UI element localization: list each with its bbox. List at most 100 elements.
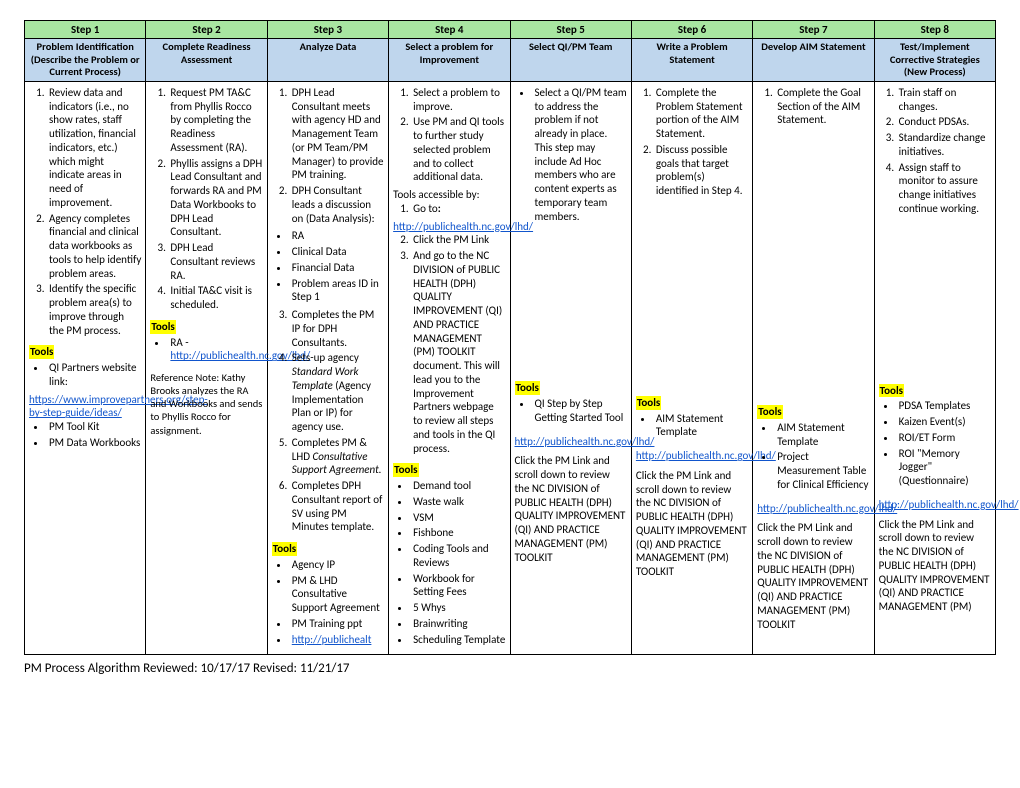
link-truncated[interactable]: http://publichealt xyxy=(292,633,372,646)
list-item: Completes PM & LHD Consultative Support … xyxy=(290,436,384,477)
list-item: Scheduling Template xyxy=(411,633,505,647)
list-item: PM Data Workbooks xyxy=(47,436,141,450)
cell-step1: Review data and indicators (i.e., no sho… xyxy=(25,81,146,655)
list-item: DPH Consultant leads a discussion on (Da… xyxy=(290,184,384,225)
desc-header: Select QI/PM Team xyxy=(510,39,631,82)
list-item: Select a problem to improve. xyxy=(411,86,505,114)
step-header: Step 1 xyxy=(25,21,146,39)
list-item: Standardize change initiatives. xyxy=(897,131,991,159)
list-item: PDSA Templates xyxy=(897,399,991,413)
tools-heading: Tools xyxy=(272,542,297,556)
toolkit-desc: Click the PM Link and scroll down to rev… xyxy=(515,454,627,564)
step-header-row: Step 1 Step 2 Step 3 Step 4 Step 5 Step … xyxy=(25,21,996,39)
tools-heading: Tools xyxy=(150,320,175,334)
list-item: Agency completes financial and clinical … xyxy=(47,212,141,281)
toolkit-desc: Click the PM Link and scroll down to rev… xyxy=(757,521,869,631)
link-publichealth[interactable]: http://publichealth.nc.gov/lhd/ xyxy=(879,498,1019,511)
toolkit-desc: Click the PM Link and scroll down to rev… xyxy=(879,518,991,614)
list-item: Complete the Goal Section of the AIM Sta… xyxy=(775,86,869,127)
desc-header: Analyze Data xyxy=(267,39,388,82)
list-item: ROI/ET Form xyxy=(897,431,991,445)
step-header: Step 6 xyxy=(631,21,752,39)
tools-heading: Tools xyxy=(636,396,661,410)
step-header: Step 7 xyxy=(753,21,874,39)
list-item: Go to: xyxy=(411,202,505,216)
link-publichealth[interactable]: http://publichealth.nc.gov/lhd/ xyxy=(393,220,533,233)
list-item: AIM Statement Template xyxy=(654,412,748,440)
step-header: Step 5 xyxy=(510,21,631,39)
cell-step7: Complete the Goal Section of the AIM Sta… xyxy=(753,81,874,655)
list-item: Phyllis assigns a DPH Lead Consultant an… xyxy=(168,157,262,240)
tools-heading: Tools xyxy=(515,381,540,395)
list-item: VSM xyxy=(411,511,505,525)
cell-step4: Select a problem to improve. Use PM and … xyxy=(389,81,510,655)
desc-header: Test/Implement Corrective Strategies (Ne… xyxy=(874,39,995,82)
list-item: http://publichealt xyxy=(290,633,384,647)
list-item: RA - http://publichealth.nc.gov/lhd/ xyxy=(168,336,262,364)
list-item: Waste walk xyxy=(411,495,505,509)
list-item: Request PM TA&C from Phyllis Rocco by co… xyxy=(168,86,262,155)
tools-heading: Tools xyxy=(879,384,904,398)
list-item: ROI "Memory Jogger" (Questionnaire) xyxy=(897,447,991,488)
cell-step8: Train staff on changes. Conduct PDSAs. S… xyxy=(874,81,995,655)
list-item: Kaizen Event(s) xyxy=(897,415,991,429)
link-publichealth[interactable]: http://publichealth.nc.gov/lhd/ xyxy=(515,435,655,448)
tools-accessible: Tools accessible by: xyxy=(393,188,505,202)
reference-note: Reference Note: Kathy Brooks analyzes th… xyxy=(150,371,262,437)
list-item: Discuss possible goals that target probl… xyxy=(654,143,748,198)
step-header: Step 4 xyxy=(389,21,510,39)
tools-heading: Tools xyxy=(757,405,782,419)
list-item: Clinical Data xyxy=(290,245,384,259)
desc-header: Problem Identification (Describe the Pro… xyxy=(25,39,146,82)
list-item: Project Measurement Table for Clinical E… xyxy=(775,450,869,491)
content-row: Review data and indicators (i.e., no sho… xyxy=(25,81,996,655)
list-item: Train staff on changes. xyxy=(897,86,991,114)
list-item: QI Partners website link: xyxy=(47,361,141,389)
cell-step6: Complete the Problem Statement portion o… xyxy=(631,81,752,655)
tools-heading: Tools xyxy=(29,345,54,359)
link-publichealth[interactable]: http://publichealth.nc.gov/lhd/ xyxy=(757,502,897,515)
step-header: Step 8 xyxy=(874,21,995,39)
list-item: AIM Statement Template xyxy=(775,421,869,449)
algorithm-table: Step 1 Step 2 Step 3 Step 4 Step 5 Step … xyxy=(24,20,996,655)
list-item: Completes DPH Consultant report of SV us… xyxy=(290,479,384,534)
desc-header-row: Problem Identification (Describe the Pro… xyxy=(25,39,996,82)
step-header: Step 3 xyxy=(267,21,388,39)
list-item: Completes the PM IP for DPH Consultants. xyxy=(290,308,384,349)
toolkit-desc: Click the PM Link and scroll down to rev… xyxy=(636,469,748,579)
list-item: Identify the specific problem area(s) to… xyxy=(47,282,141,337)
list-item: Workbook for Setting Fees xyxy=(411,572,505,600)
cell-step2: Request PM TA&C from Phyllis Rocco by co… xyxy=(146,81,267,655)
list-item: PM & LHD Consultative Support Agreement xyxy=(290,574,384,615)
footer-text: PM Process Algorithm Reviewed: 10/17/17 … xyxy=(24,661,996,676)
list-item: Use PM and QI tools to further study sel… xyxy=(411,115,505,184)
step-header: Step 2 xyxy=(146,21,267,39)
list-item: 5 Whys xyxy=(411,601,505,615)
tool-label: QI Partners website link: xyxy=(49,361,136,388)
list-item: QI Step by Step Getting Started Tool xyxy=(533,397,627,425)
desc-header: Complete Readiness Assessment xyxy=(146,39,267,82)
list-item: Review data and indicators (i.e., no sho… xyxy=(47,86,141,210)
list-item: Problem areas ID in Step 1 xyxy=(290,277,384,305)
list-item: Agency IP xyxy=(290,558,384,572)
list-item: Demand tool xyxy=(411,479,505,493)
list-item: RA xyxy=(290,229,384,243)
list-item: DPH Lead Consultant meets with agency HD… xyxy=(290,86,384,182)
list-item: Coding Tools and Reviews xyxy=(411,542,505,570)
desc-header: Develop AIM Statement xyxy=(753,39,874,82)
link-publichealth[interactable]: http://publichealth.nc.gov/lhd/ xyxy=(636,449,776,462)
list-item: Conduct PDSAs. xyxy=(897,115,991,129)
list-item: PM Training ppt xyxy=(290,617,384,631)
list-item: PM Tool Kit xyxy=(47,420,141,434)
list-item: Sets-up agency Standard Work Template (A… xyxy=(290,351,384,434)
list-item: Brainwriting xyxy=(411,617,505,631)
ra-label: RA - xyxy=(170,336,188,349)
desc-header: Select a problem for Improvement xyxy=(389,39,510,82)
cell-step5: Select a QI/PM team to address the probl… xyxy=(510,81,631,655)
tools-heading: Tools xyxy=(393,463,418,477)
list-item: Initial TA&C visit is scheduled. xyxy=(168,284,262,312)
desc-header: Write a Problem Statement xyxy=(631,39,752,82)
list-item: Financial Data xyxy=(290,261,384,275)
list-item: Select a QI/PM team to address the probl… xyxy=(533,86,627,224)
cell-step3: DPH Lead Consultant meets with agency HD… xyxy=(267,81,388,655)
